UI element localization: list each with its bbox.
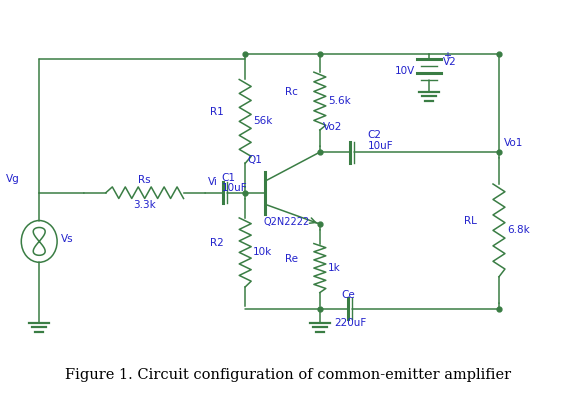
Text: 10k: 10k	[253, 247, 272, 257]
Text: Re: Re	[285, 254, 298, 264]
Text: RL: RL	[464, 216, 477, 226]
Text: Vo2: Vo2	[323, 121, 342, 132]
Text: Q2N2222: Q2N2222	[263, 217, 309, 227]
Text: Vs: Vs	[61, 234, 74, 244]
Text: Ce: Ce	[342, 290, 355, 300]
Text: R1: R1	[210, 107, 223, 117]
Text: 10V: 10V	[395, 66, 415, 76]
Text: 3.3k: 3.3k	[133, 200, 156, 210]
Text: 10uF: 10uF	[367, 141, 393, 151]
Text: C2: C2	[367, 130, 382, 140]
Text: Rc: Rc	[285, 87, 298, 97]
Text: 56k: 56k	[253, 116, 272, 126]
Text: 6.8k: 6.8k	[507, 225, 530, 235]
Text: R2: R2	[210, 238, 223, 248]
Text: 10uF: 10uF	[221, 183, 247, 193]
Text: +: +	[444, 51, 451, 61]
Text: C1: C1	[221, 173, 236, 183]
Text: 5.6k: 5.6k	[328, 96, 351, 106]
Text: Figure 1. Circuit configuration of common-emitter amplifier: Figure 1. Circuit configuration of commo…	[65, 368, 511, 382]
Text: Vo1: Vo1	[504, 138, 524, 148]
Text: Vg: Vg	[6, 174, 20, 184]
Text: Q1: Q1	[247, 155, 262, 165]
Text: Vi: Vi	[209, 177, 218, 187]
Text: V2: V2	[444, 57, 457, 67]
Text: Rs: Rs	[138, 175, 151, 185]
Text: 220uF: 220uF	[334, 318, 366, 328]
Text: 1k: 1k	[328, 263, 340, 273]
